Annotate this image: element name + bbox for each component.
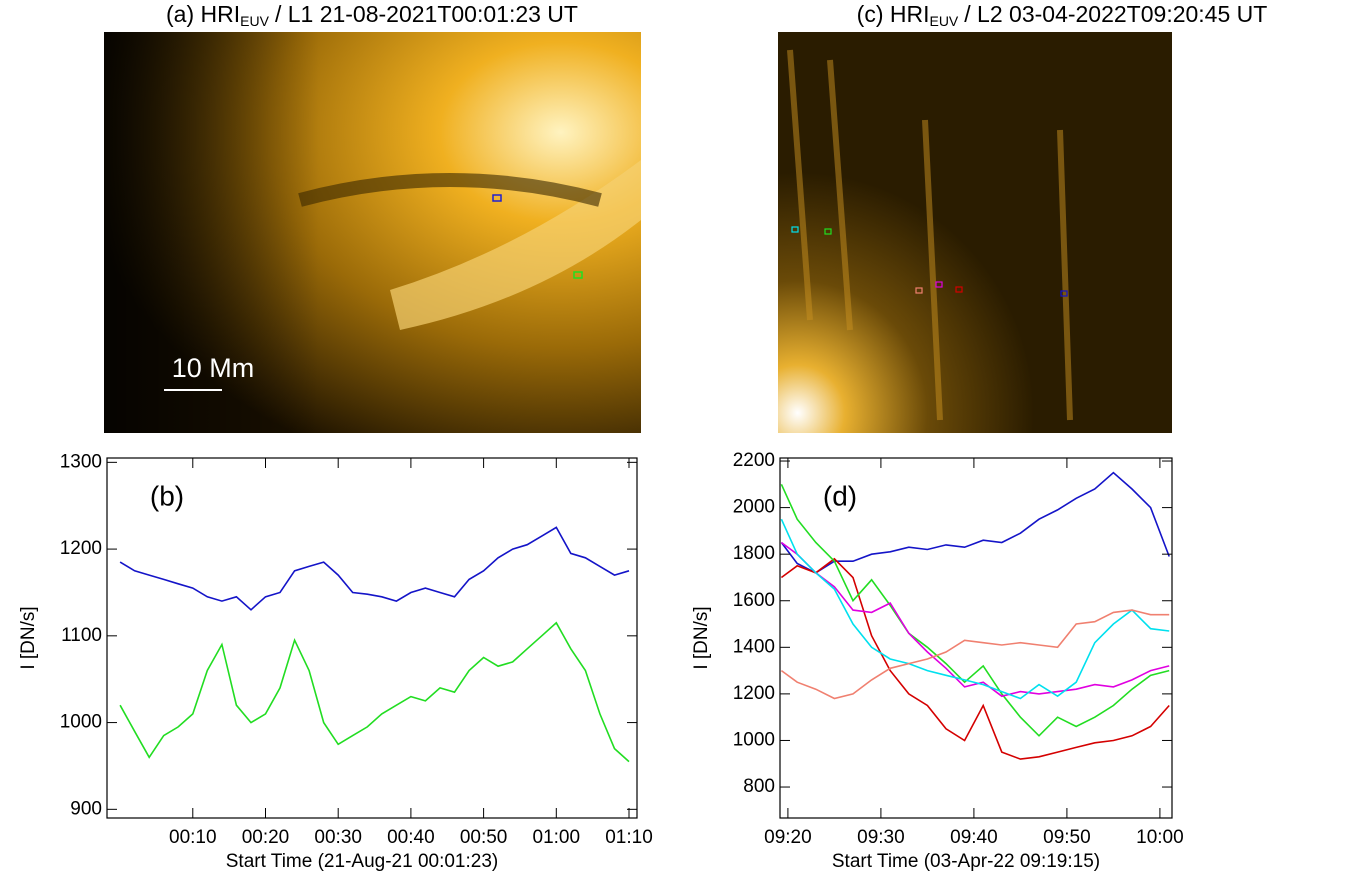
y-tick-label: 1000 bbox=[733, 729, 775, 750]
x-tick-label: 09:30 bbox=[857, 827, 905, 848]
panel-label: (d) bbox=[823, 480, 857, 511]
series-line bbox=[781, 519, 1169, 698]
y-axis-label: I [DN/s] bbox=[691, 606, 712, 669]
series-line bbox=[781, 610, 1169, 698]
image-panel-c bbox=[778, 32, 1282, 433]
plot-frame bbox=[780, 458, 1172, 818]
y-axis-label: I [DN/s] bbox=[18, 606, 39, 669]
panel-label: (b) bbox=[150, 480, 184, 511]
figure: (a) HRIEUV/ L1 21-08-2021T00:01:23 UT (c… bbox=[0, 0, 1350, 883]
y-tick-label: 2000 bbox=[733, 497, 775, 518]
x-tick-label: 10:00 bbox=[1136, 827, 1184, 848]
series-line bbox=[781, 484, 1169, 736]
scale-label: 10 Mm bbox=[1203, 332, 1286, 362]
x-axis-label: Start Time (21-Aug-21 00:01:23) bbox=[226, 851, 498, 872]
x-tick-label: 00:30 bbox=[314, 827, 362, 848]
x-tick-label: 01:00 bbox=[533, 827, 581, 848]
x-axis-label: Start Time (03-Apr-22 09:19:15) bbox=[832, 851, 1100, 872]
y-tick-label: 900 bbox=[70, 798, 102, 819]
x-tick-label: 00:50 bbox=[460, 827, 508, 848]
series-line bbox=[120, 527, 629, 609]
panel-title: (a) HRIEUV/ L1 21-08-2021T00:01:23 UT bbox=[166, 1, 578, 29]
x-tick-label: 09:40 bbox=[950, 827, 998, 848]
y-tick-label: 1200 bbox=[733, 683, 775, 704]
x-tick-label: 01:10 bbox=[605, 827, 653, 848]
series-line bbox=[781, 559, 1169, 759]
y-tick-label: 1600 bbox=[733, 590, 775, 611]
y-tick-label: 1100 bbox=[61, 625, 102, 646]
y-tick-label: 1000 bbox=[60, 712, 102, 733]
x-tick-label: 00:40 bbox=[387, 827, 435, 848]
y-tick-label: 2200 bbox=[733, 450, 775, 471]
scale-label: 10 Mm bbox=[172, 353, 255, 383]
y-tick-label: 1300 bbox=[60, 451, 102, 472]
y-tick-label: 1200 bbox=[60, 538, 102, 559]
plot-frame bbox=[107, 458, 637, 818]
x-tick-label: 09:50 bbox=[1043, 827, 1091, 848]
y-tick-label: 1800 bbox=[733, 543, 775, 564]
x-tick-label: 00:20 bbox=[242, 827, 290, 848]
y-tick-label: 800 bbox=[743, 776, 775, 797]
x-tick-label: 09:20 bbox=[764, 827, 812, 848]
panel-title: (c) HRIEUV/ L2 03-04-2022T09:20:45 UT bbox=[857, 1, 1268, 29]
y-tick-label: 1400 bbox=[733, 636, 775, 657]
x-tick-label: 00:10 bbox=[169, 827, 217, 848]
series-line bbox=[120, 623, 629, 762]
